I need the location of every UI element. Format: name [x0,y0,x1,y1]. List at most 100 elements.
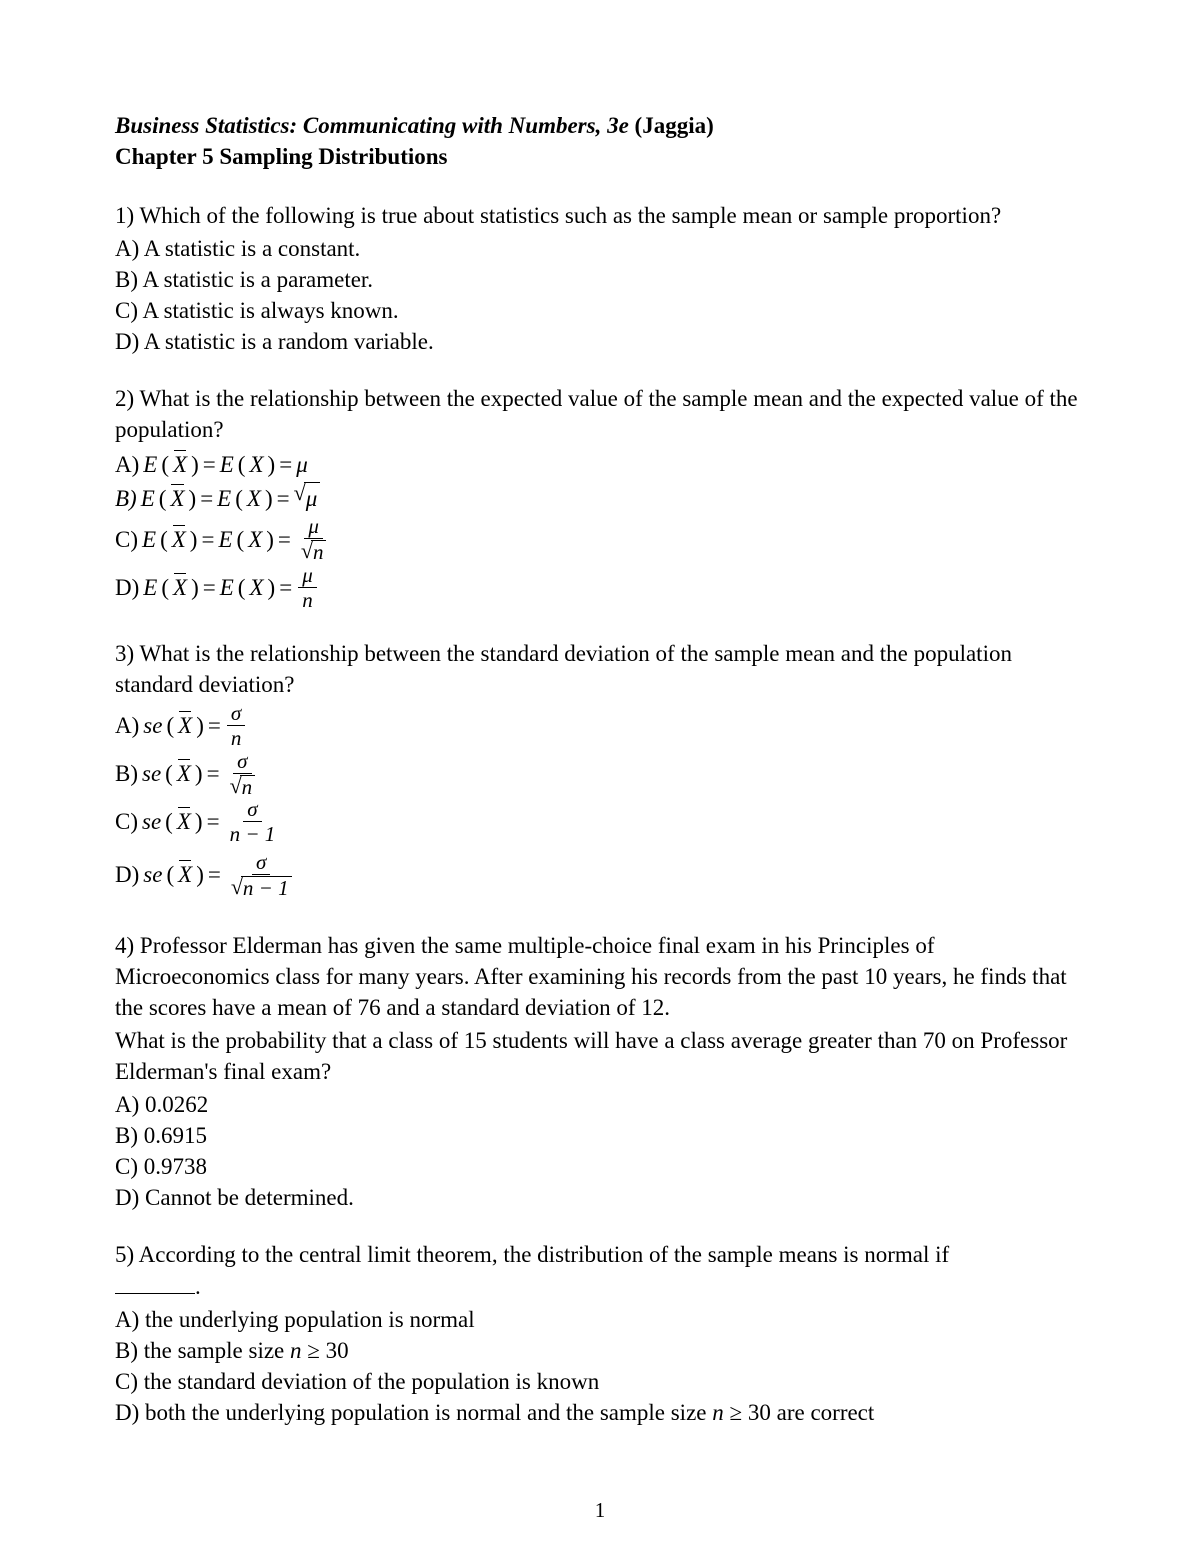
question-2: 2) What is the relationship between the … [115,383,1085,611]
q3a-sigma: σ [227,702,245,726]
q2b-mu: μ [304,482,321,514]
q1-choice-a: A) A statistic is a constant. [115,233,1085,264]
author: (Jaggia) [629,113,714,138]
q2c-mu: μ [304,515,323,539]
q2a-E1: E [143,449,157,480]
q2c-X: X [248,524,262,555]
q2c-label: C) [115,524,138,555]
q3c-label: C) [115,806,138,837]
q3c-se: se [142,806,161,837]
q2b-E1: E [141,483,155,514]
q2c-eq1: = [201,524,214,555]
q2c-frac: μ √n [297,515,331,563]
q5-blank [115,1270,195,1294]
q5-choice-b: B) the sample size n ≥ 30 [115,1335,1085,1366]
q3a-label: A) [115,710,139,741]
q3c-xbar: X [177,806,191,837]
q2c-n: n [311,540,327,563]
q2b-eq1: = [200,483,213,514]
q3a-se: se [143,710,162,741]
q2a-eq2: = [279,449,292,480]
q2c-E2: E [218,524,232,555]
q3c-eq: = [207,806,220,837]
q2d-xbar: X [173,572,187,603]
q5d-n: n [712,1400,724,1425]
q4-choice-a: A) 0.0262 [115,1089,1085,1120]
q3d-sigma: σ [252,851,270,875]
book-title: Business Statistics: Communicating with … [115,113,629,138]
q5b-pre: B) the sample size [115,1338,290,1363]
page-number: 1 [0,1498,1200,1523]
q5-choice-a: A) the underlying population is normal [115,1304,1085,1335]
q3d-xbar: X [178,859,192,890]
q3a-frac: σ n [227,702,246,749]
q3b-label: B) [115,758,138,789]
q5b-post: ≥ 30 [302,1338,349,1363]
q2d-E2: E [220,572,234,603]
q4-prompt1: 4) Professor Elderman has given the same… [115,930,1085,1023]
q3d-label: D) [115,859,139,890]
chapter-title: Chapter 5 Sampling Distributions [115,141,1085,172]
q3b-xbar: X [177,758,191,789]
q3b-n: n [240,775,256,798]
q2a-label: A) [115,449,139,480]
q2c-eq2: = [278,524,291,555]
q2b-X: X [247,483,261,514]
q2-choice-d: D) E(X) = E(X) = μ n [115,564,1085,612]
q2a-eq1: = [203,449,216,480]
q1-prompt: 1) Which of the following is true about … [115,200,1085,231]
question-4: 4) Professor Elderman has given the same… [115,930,1085,1213]
q5b-n: n [290,1338,302,1363]
q2c-xbar: X [172,524,186,555]
q2-choice-b: B) E(X) = E(X) = √μ [115,481,1085,515]
q3b-sigma: σ [233,750,251,774]
page: Business Statistics: Communicating with … [0,0,1200,1553]
q4-choice-c: C) 0.9738 [115,1151,1085,1182]
q5-prompt-post: . [195,1274,201,1299]
q2b-label: B) [115,483,137,514]
q3c-sigma: σ [243,798,261,822]
q5-choice-c: C) the standard deviation of the populat… [115,1366,1085,1397]
q3c-frac: σ n − 1 [226,798,280,845]
q1-choice-b: B) A statistic is a parameter. [115,264,1085,295]
q2d-frac: μ n [298,564,317,611]
q5-prompt: 5) According to the central limit theore… [115,1239,1085,1302]
q5d-pre: D) both the underlying population is nor… [115,1400,712,1425]
title-line: Business Statistics: Communicating with … [115,110,1085,141]
q3a-n: n [227,726,246,749]
q3-prompt: 3) What is the relationship between the … [115,638,1085,700]
q3b-eq: = [207,758,220,789]
q4-choice-d: D) Cannot be determined. [115,1182,1085,1213]
q3-choice-b: B) se(X) = σ √n [115,750,1085,798]
q2-choice-a: A) E(X) = E(X) = μ [115,447,1085,481]
q1-choice-c: C) A statistic is always known. [115,295,1085,326]
q2a-X: X [249,449,263,480]
question-1: 1) Which of the following is true about … [115,200,1085,357]
q2b-eq2: = [277,483,290,514]
document-header: Business Statistics: Communicating with … [115,110,1085,172]
q3c-nminus1: n − 1 [226,822,280,845]
q4-choice-b: B) 0.6915 [115,1120,1085,1151]
q2a-mu: μ [296,449,308,480]
q3d-frac: σ √n − 1 [227,851,296,899]
q2-prompt: 2) What is the relationship between the … [115,383,1085,445]
q2a-E2: E [220,449,234,480]
q1-choice-d: D) A statistic is a random variable. [115,326,1085,357]
q2a-xbar: X [173,449,187,480]
q3-choice-c: C) se(X) = σ n − 1 [115,798,1085,846]
q2b-sqrt: √μ [294,482,321,514]
question-3: 3) What is the relationship between the … [115,638,1085,904]
q3-choice-d: D) se(X) = σ √n − 1 [115,846,1085,904]
q3b-frac: σ √n [226,750,260,798]
q2d-mu: μ [298,564,317,588]
q5-prompt-pre: 5) According to the central limit theore… [115,1242,949,1267]
q2d-label: D) [115,572,139,603]
q2d-X: X [249,572,263,603]
q2d-E1: E [143,572,157,603]
q3a-xbar: X [178,710,192,741]
q2b-E2: E [217,483,231,514]
q3b-se: se [142,758,161,789]
q5-choice-d: D) both the underlying population is nor… [115,1397,1085,1428]
q3d-nminus1: n − 1 [241,876,292,899]
q3d-eq: = [208,859,221,890]
